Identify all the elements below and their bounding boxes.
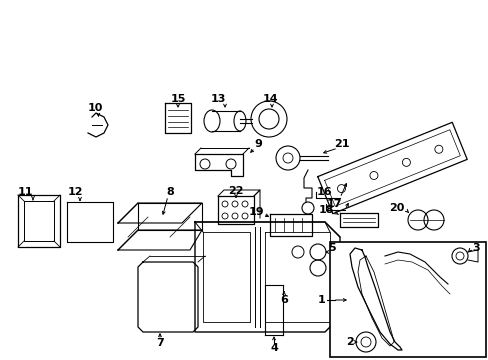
- Text: 6: 6: [280, 295, 287, 305]
- Text: 16: 16: [316, 187, 332, 197]
- Text: 19: 19: [248, 207, 263, 217]
- Text: 20: 20: [388, 203, 403, 213]
- Text: 17: 17: [326, 199, 342, 209]
- Text: 13: 13: [210, 94, 225, 104]
- Text: 4: 4: [269, 343, 277, 353]
- Text: 2: 2: [346, 337, 353, 347]
- Text: 10: 10: [87, 103, 102, 113]
- Text: 21: 21: [334, 139, 349, 149]
- Bar: [329, 242, 485, 357]
- Text: 22: 22: [228, 186, 243, 196]
- Text: 11: 11: [17, 187, 33, 197]
- Text: 8: 8: [166, 187, 174, 197]
- Text: 7: 7: [156, 338, 163, 348]
- Text: 5: 5: [327, 243, 335, 253]
- Text: 18: 18: [318, 205, 333, 215]
- Text: 14: 14: [262, 94, 277, 104]
- Text: 3: 3: [471, 243, 479, 253]
- Text: 9: 9: [254, 139, 262, 149]
- Text: 1: 1: [317, 295, 325, 305]
- Text: 15: 15: [170, 94, 185, 104]
- Text: 12: 12: [67, 187, 82, 197]
